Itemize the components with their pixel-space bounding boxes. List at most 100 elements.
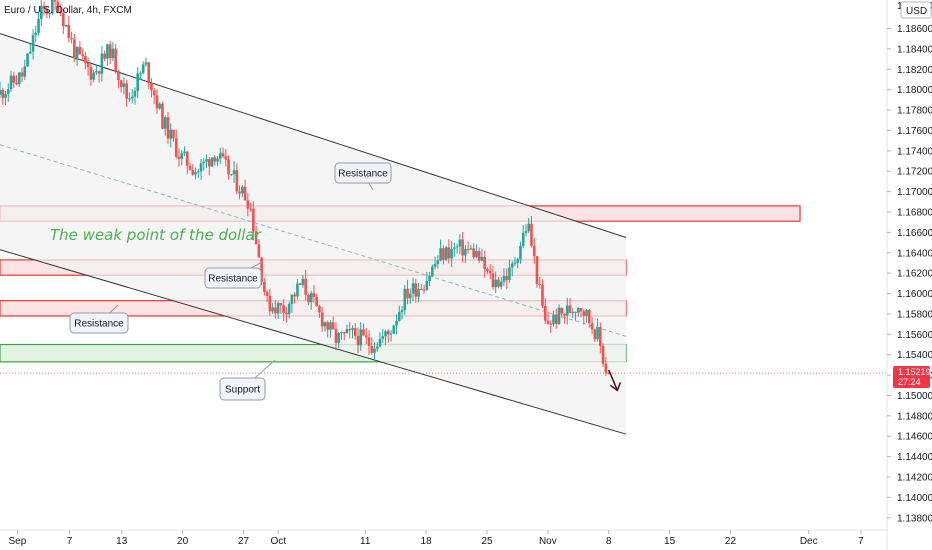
candle-body <box>111 48 115 59</box>
candle-body <box>320 312 324 327</box>
callout-label: Resistance <box>74 319 124 330</box>
candle-body <box>304 278 307 295</box>
y-tick-label: 1.16000 <box>897 289 932 300</box>
candle-body <box>230 174 233 176</box>
resistance-callout-2: Resistance <box>204 261 263 289</box>
candle-body <box>439 248 442 261</box>
candle-body <box>191 169 195 175</box>
candle-body <box>546 320 550 324</box>
candle-body <box>95 71 98 73</box>
callout-label: Resistance <box>208 274 258 285</box>
candle-body <box>28 51 32 54</box>
candle-body <box>579 308 583 312</box>
candle-body <box>364 335 368 338</box>
candle-body <box>513 262 517 264</box>
candle-body <box>560 307 564 314</box>
channel-layer <box>0 33 627 435</box>
candle-body <box>326 322 329 330</box>
candle-body <box>378 338 382 347</box>
candle-body <box>128 98 131 100</box>
candle-body <box>309 293 313 303</box>
candle-body <box>488 270 492 274</box>
candle-body <box>397 312 401 321</box>
resistance-callout-1: Resistance <box>334 162 392 191</box>
candle-body <box>293 294 296 297</box>
x-tick-label: 22 <box>725 536 737 547</box>
candle-body <box>97 71 101 74</box>
candle-body <box>532 245 536 257</box>
candle-body <box>177 156 181 159</box>
y-tick-label: 1.17400 <box>897 146 932 157</box>
currency-badge[interactable]: USD <box>900 1 932 19</box>
support-callout: Support <box>219 359 276 401</box>
candles-layer <box>0 0 887 376</box>
candle-body <box>185 151 189 166</box>
candle-body <box>62 12 65 27</box>
candle-body <box>392 325 396 334</box>
candle-body <box>67 24 71 38</box>
candle-body <box>524 231 528 233</box>
y-tick-label: 1.17800 <box>897 106 932 117</box>
candle-body <box>139 73 142 75</box>
y-tick-label: 1.16400 <box>897 248 932 259</box>
candle-body <box>461 239 464 256</box>
candle-body <box>100 53 104 74</box>
candle-body <box>108 44 112 59</box>
candle-body <box>180 153 184 159</box>
candle-body <box>477 251 481 261</box>
candle-body <box>409 293 412 299</box>
candle-body <box>150 82 153 91</box>
x-axis-ticks[interactable]: Sep 7 13 20 27 Oct 11 18 25 Nov 8 15 22 Dec 7 <box>8 530 864 547</box>
resistance-callout-3: Resistance <box>69 304 129 334</box>
candle-body <box>428 275 431 282</box>
candle-body <box>241 186 244 194</box>
candle-body <box>502 275 506 282</box>
candle-body <box>103 53 106 59</box>
candle-body <box>475 251 478 258</box>
candle-body <box>312 293 316 298</box>
candle-body <box>238 191 241 194</box>
candle-body <box>417 289 420 297</box>
candle-body <box>431 266 434 276</box>
candle-body <box>590 323 594 330</box>
candle-body <box>345 329 349 334</box>
candle-body <box>56 1 60 12</box>
candle-body <box>196 171 200 173</box>
y-tick-label: 1.14400 <box>897 452 932 463</box>
candle-body <box>386 331 390 335</box>
x-tick-label: 13 <box>116 536 128 547</box>
candle-body <box>136 73 139 91</box>
candle-body <box>141 64 145 74</box>
candle-body <box>287 304 291 315</box>
candle-body <box>199 163 203 172</box>
candle-body <box>144 62 148 65</box>
candle-body <box>75 46 79 58</box>
candle-body <box>42 5 46 9</box>
candle-body <box>271 307 274 312</box>
candle-body <box>337 332 341 343</box>
candle-body <box>519 245 522 260</box>
y-axis-ticks[interactable]: 1.18600 1.18400 1.18200 1.18000 1.17800 1.176… <box>887 1 932 524</box>
y-tick-label: 1.17200 <box>897 167 932 178</box>
candle-body <box>362 329 365 336</box>
candle-body <box>263 282 266 292</box>
chart-title: Euro / U.S. Dollar, 4h, FXCM <box>4 5 132 16</box>
candle-body <box>497 279 500 287</box>
candle-body <box>48 13 51 15</box>
candle-body <box>274 307 277 314</box>
candle-body <box>433 263 437 267</box>
y-tick-label: 1.17000 <box>897 187 932 198</box>
candle-body <box>125 83 128 99</box>
candle-body <box>356 335 360 346</box>
candle-body <box>499 281 503 287</box>
candle-body <box>447 247 451 259</box>
callout-label: Support <box>225 385 260 396</box>
x-tick-label: 18 <box>421 536 433 547</box>
x-tick-label: 27 <box>238 536 250 547</box>
projection-arrow-shaft <box>608 369 619 391</box>
candle-body <box>227 159 230 175</box>
candle-body <box>315 297 318 307</box>
y-tick-label: 1.13800 <box>897 513 932 524</box>
y-tick-label: 1.15400 <box>897 350 932 361</box>
